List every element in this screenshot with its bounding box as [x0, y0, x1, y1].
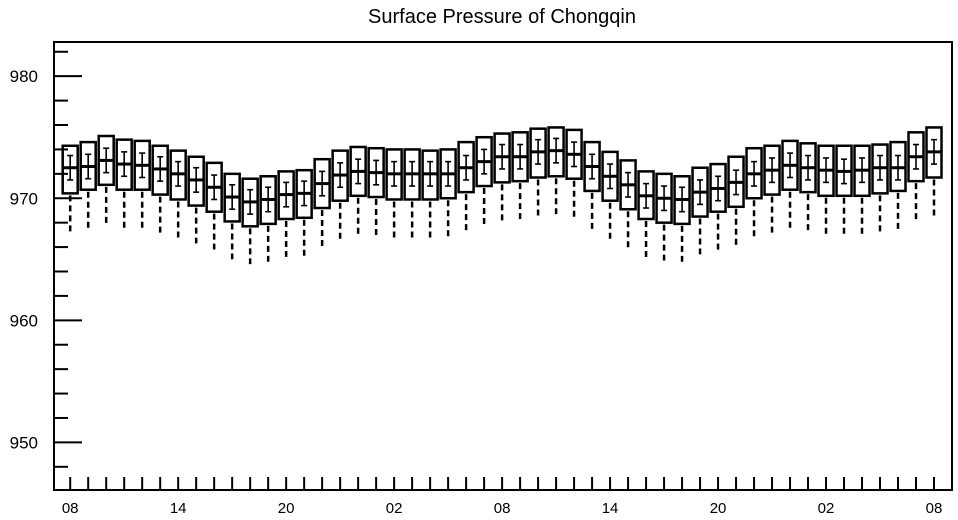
candle-36 [709, 162, 727, 251]
candle-39 [763, 144, 781, 235]
candle-4 [133, 139, 151, 229]
candle-48 [925, 126, 943, 218]
x-tick-label: 02 [386, 500, 403, 517]
x-tick-label: 14 [602, 500, 619, 517]
candle-42 [817, 144, 835, 237]
candle-9 [223, 172, 241, 260]
candle-26 [529, 127, 547, 217]
candle-22 [457, 140, 475, 232]
x-tick-label: 08 [494, 500, 511, 517]
candle-31 [619, 159, 637, 249]
x-tick-label: 20 [710, 500, 727, 517]
candle-24 [493, 132, 511, 222]
chart-title: Surface Pressure of Chongqin [368, 6, 636, 28]
candle-33 [655, 172, 673, 261]
axes: 950 960 970 980 08 14 20 02 08 14 20 02 08 [10, 50, 943, 517]
x-tick-label: 20 [278, 500, 295, 517]
y-tick-label: 980 [10, 67, 38, 86]
candle-10 [241, 177, 259, 265]
candle-18 [385, 148, 403, 239]
candle-11 [259, 175, 277, 262]
candle-19 [403, 148, 421, 240]
candle-12 [277, 170, 295, 257]
candle-7 [187, 155, 205, 244]
candle-28 [565, 128, 583, 218]
candle-21 [439, 148, 457, 238]
candle-45 [871, 143, 889, 235]
candle-34 [673, 175, 691, 262]
candle-37 [727, 155, 745, 246]
x-tick-label: 08 [62, 500, 79, 517]
candle-23 [475, 135, 493, 226]
x-tick-label: 02 [818, 500, 835, 517]
x-tick-label: 08 [926, 500, 943, 517]
candle-3 [115, 138, 133, 229]
y-tick-label: 970 [10, 189, 38, 208]
candle-1 [79, 140, 97, 230]
candle-20 [421, 149, 439, 239]
candle-25 [511, 131, 529, 220]
candle-46 [889, 140, 907, 233]
candle-44 [853, 144, 871, 235]
candle-15 [331, 149, 349, 240]
candle-27 [547, 126, 565, 215]
candle-32 [637, 170, 655, 259]
plot-frame [53, 41, 953, 491]
candle-29 [583, 140, 601, 230]
plot-marks [61, 126, 943, 265]
candle-41 [799, 142, 817, 234]
candle-2 [97, 134, 115, 226]
candle-8 [205, 161, 223, 250]
candle-17 [367, 146, 385, 237]
y-tick-label: 950 [10, 433, 38, 452]
candle-47 [907, 131, 925, 223]
candle-35 [691, 166, 709, 255]
candle-43 [835, 144, 853, 237]
candle-13 [295, 168, 313, 257]
y-tick-label: 960 [10, 311, 38, 330]
candle-14 [313, 157, 331, 248]
candle-38 [745, 146, 763, 239]
candle-30 [601, 150, 619, 240]
candle-6 [169, 149, 187, 239]
x-tick-label: 14 [170, 500, 187, 517]
candle-40 [781, 139, 799, 232]
candle-0 [61, 144, 79, 233]
candle-16 [349, 145, 367, 235]
candle-5 [151, 144, 169, 234]
